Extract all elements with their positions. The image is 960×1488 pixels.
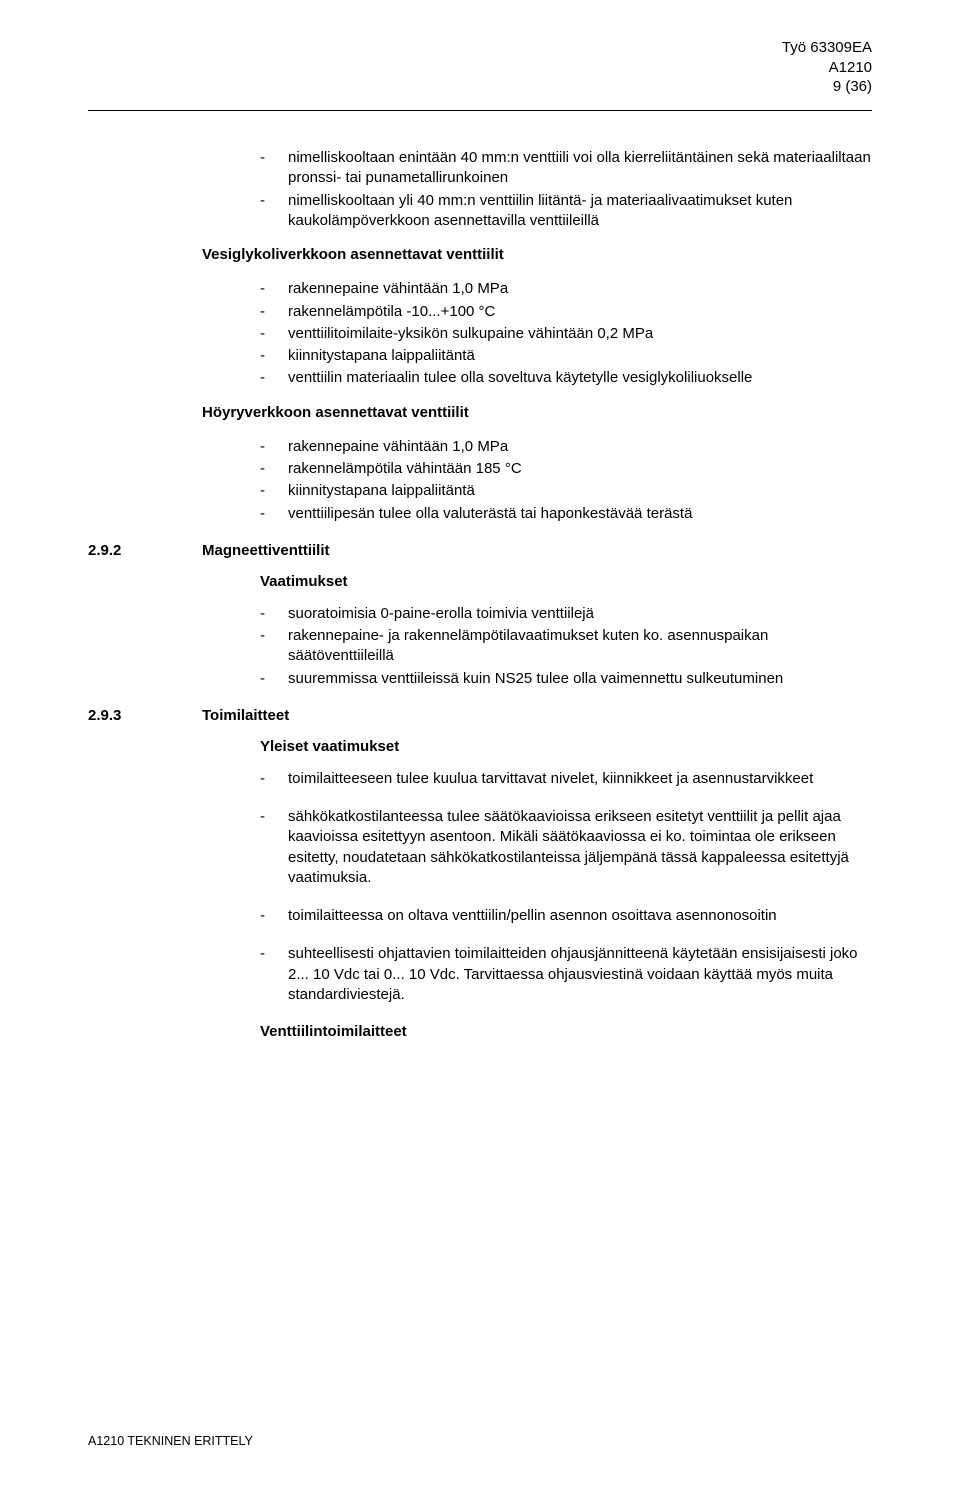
heading-venttiilintoimilaitteet: Venttiilintoimilaitteet [260,1023,872,1040]
list-item: rakennelämpötila -10...+100 °C [260,302,872,322]
section-293: 2.9.3 Toimilaitteet [88,707,872,724]
yleiset-p3: toimilaitteessa on oltava venttiilin/pel… [260,906,872,926]
header-code: A1210 [782,58,872,78]
list-text: kiinnitystapana laippaliitäntä [288,481,475,501]
list-text: suuremmissa venttiileissä kuin NS25 tule… [288,669,783,689]
list-text: nimelliskooltaan yli 40 mm:n venttiilin … [288,191,872,232]
heading-yleiset: Yleiset vaatimukset [260,738,872,755]
list-item: nimelliskooltaan yli 40 mm:n venttiilin … [260,191,872,232]
intro-list: nimelliskooltaan enintään 40 mm:n ventti… [260,148,872,231]
list-item: rakennepaine vähintään 1,0 MPa [260,437,872,457]
list-text: venttiilin materiaalin tulee olla sovelt… [288,368,752,388]
page-footer: A1210 TEKNINEN ERITTELY [88,1434,253,1448]
list-item: nimelliskooltaan enintään 40 mm:n ventti… [260,148,872,189]
list-item: rakennelämpötila vähintään 185 °C [260,459,872,479]
list-text: suoratoimisia 0-paine-erolla toimivia ve… [288,604,594,624]
list-item: rakennepaine vähintään 1,0 MPa [260,279,872,299]
header-page: 9 (36) [782,77,872,97]
section-number: 2.9.3 [88,707,202,724]
yleiset-p2: sähkökatkostilanteessa tulee säätökaavio… [260,807,872,888]
list-item: kiinnitystapana laippaliitäntä [260,346,872,366]
list-text: venttiilitoimilaite-yksikön sulkupaine v… [288,324,653,344]
list-text: rakennepaine vähintään 1,0 MPa [288,279,508,299]
list-text: kiinnitystapana laippaliitäntä [288,346,475,366]
content: nimelliskooltaan enintään 40 mm:n ventti… [144,40,872,1040]
list-text: rakennelämpötila vähintään 185 °C [288,459,522,479]
list-item: suuremmissa venttiileissä kuin NS25 tule… [260,669,872,689]
para-text: suhteellisesti ohjattavien toimilaitteid… [288,944,872,1005]
header-work: Työ 63309EA [782,38,872,58]
page-header: Työ 63309EA A1210 9 (36) [782,38,872,97]
section-title: Magneettiventtiilit [202,542,330,559]
vaatimukset-list: suoratoimisia 0-paine-erolla toimivia ve… [260,604,872,689]
list-item: kiinnitystapana laippaliitäntä [260,481,872,501]
page: Työ 63309EA A1210 9 (36) nimelliskooltaa… [0,0,960,1488]
heading-hoyry: Höyryverkkoon asennettavat venttiilit [202,403,872,423]
list-text: rakennepaine- ja rakennelämpötilavaatimu… [288,626,872,667]
list-item: venttiilitoimilaite-yksikön sulkupaine v… [260,324,872,344]
yleiset-p1: toimilaitteeseen tulee kuulua tarvittava… [260,769,872,789]
section-title: Toimilaitteet [202,707,289,724]
list-item: rakennepaine- ja rakennelämpötilavaatimu… [260,626,872,667]
yleiset-p4: suhteellisesti ohjattavien toimilaitteid… [260,944,872,1005]
section-292: 2.9.2 Magneettiventtiilit [88,542,872,559]
list-text: venttiilipesän tulee olla valuterästä ta… [288,504,692,524]
list-text: rakennepaine vähintään 1,0 MPa [288,437,508,457]
list-text: rakennelämpötila -10...+100 °C [288,302,495,322]
para-text: sähkökatkostilanteessa tulee säätökaavio… [288,807,872,888]
list-item: venttiilipesän tulee olla valuterästä ta… [260,504,872,524]
para-text: toimilaitteessa on oltava venttiilin/pel… [288,906,777,926]
hoyry-list: rakennepaine vähintään 1,0 MPa rakennelä… [260,437,872,524]
list-text: nimelliskooltaan enintään 40 mm:n ventti… [288,148,872,189]
para-text: toimilaitteeseen tulee kuulua tarvittava… [288,769,813,789]
vesi-list: rakennepaine vähintään 1,0 MPa rakennelä… [260,279,872,388]
header-rule [88,110,872,111]
section-number: 2.9.2 [88,542,202,559]
heading-vesiglykoli: Vesiglykoliverkkoon asennettavat venttii… [202,245,872,265]
list-item: venttiilin materiaalin tulee olla sovelt… [260,368,872,388]
heading-vaatimukset: Vaatimukset [260,573,872,590]
list-item: suoratoimisia 0-paine-erolla toimivia ve… [260,604,872,624]
